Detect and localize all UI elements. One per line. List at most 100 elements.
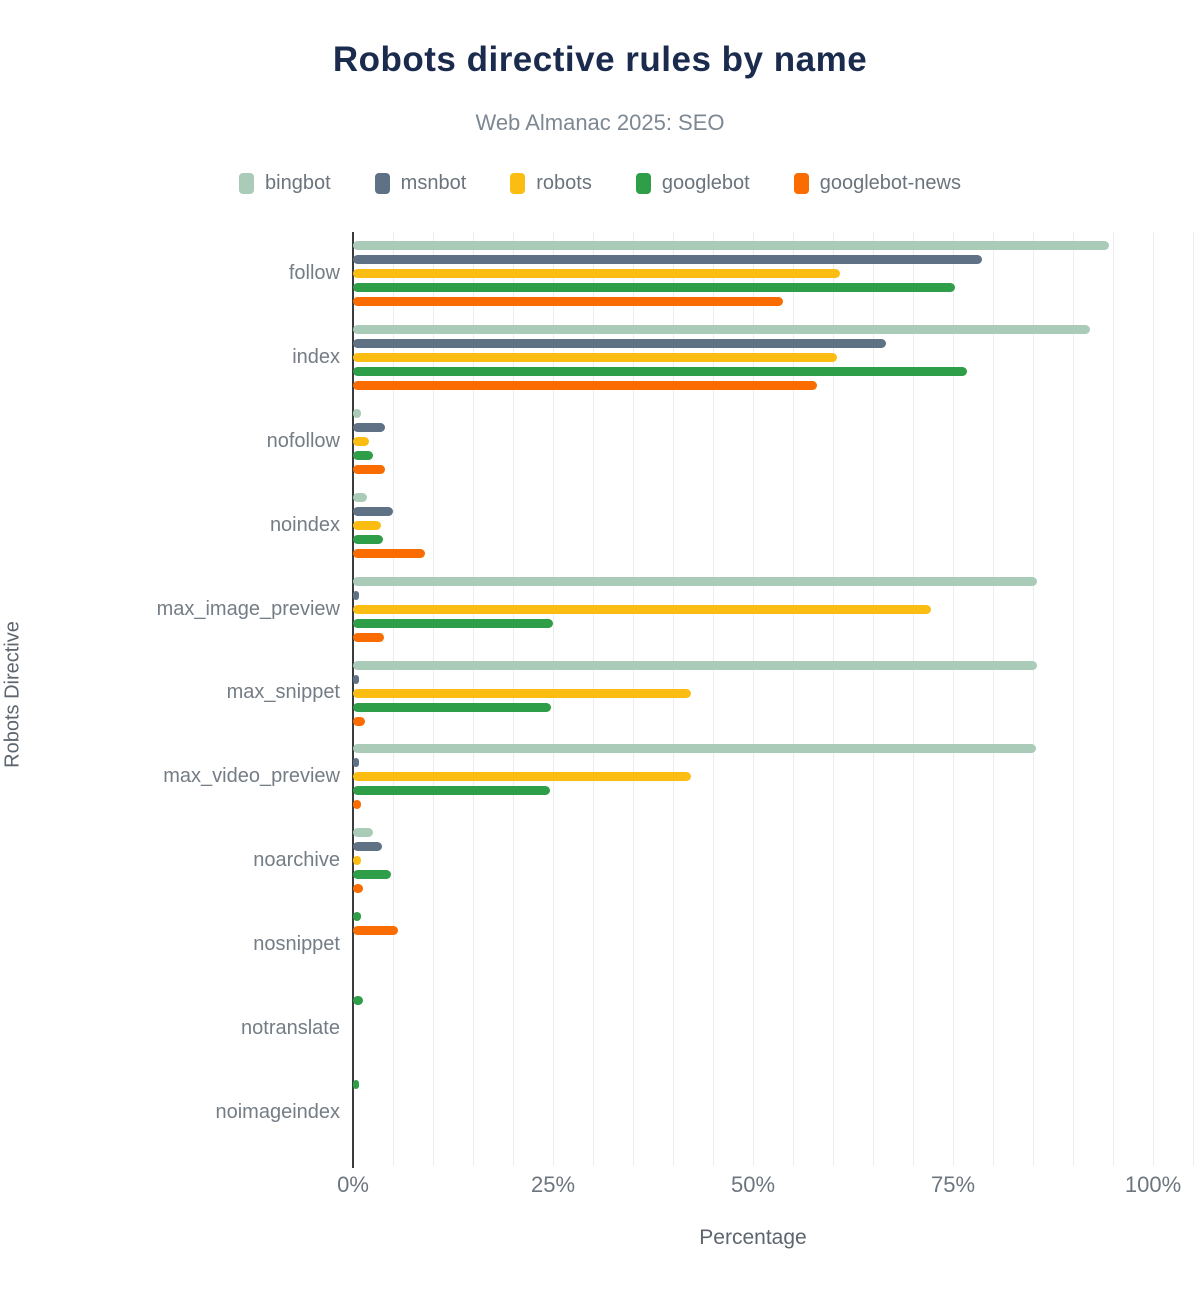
bar-noindex-googlebot-news: [353, 548, 425, 558]
x-tick-0: 0%: [337, 1172, 369, 1197]
bar-noindex-msnbot: [353, 506, 393, 516]
gridline-30pct: [593, 232, 594, 1166]
bar-max_video_preview-googlebot: [353, 786, 550, 796]
legend: bingbot msnbot robots googlebot googlebot-ne…: [0, 172, 1200, 195]
legend-label-googlebot: googlebot: [661, 172, 750, 194]
legend-item-msnbot[interactable]: msnbot: [374, 172, 466, 195]
bar-max_snippet-googlebot: [353, 702, 552, 712]
bar-group-noimageindex: [353, 1079, 1195, 1094]
bar-max_video_preview-googlebot-news: [353, 800, 361, 810]
bar-nofollow-googlebot-news: [353, 465, 385, 475]
bar-follow-googlebot-news: [353, 297, 784, 307]
bar-group-noindex: [353, 492, 1195, 563]
legend-swatch-robots: [510, 173, 526, 194]
bar-noarchive-googlebot-news: [353, 884, 364, 894]
bar-group-nofollow: [353, 409, 1195, 479]
category-label-max_image_preview: max_image_preview: [156, 597, 340, 620]
bar-nosnippet-googlebot: [353, 911, 361, 921]
legend-label-robots: robots: [536, 172, 592, 194]
bar-noindex-googlebot: [353, 534, 384, 544]
bar-index-googlebot-news: [353, 381, 817, 391]
bar-max_video_preview-msnbot: [353, 758, 359, 768]
gridline-100pct: [1153, 232, 1154, 1166]
gridline-95pct: [1113, 232, 1114, 1166]
legend-swatch-googlebot-news: [793, 173, 809, 194]
plot-area: [352, 232, 1195, 1168]
bar-nosnippet-googlebot-news: [353, 925, 398, 935]
category-label-notranslate: notranslate: [241, 1016, 340, 1039]
bar-follow-msnbot: [353, 255, 982, 265]
y-axis-line: [352, 232, 354, 1168]
bar-group-index: [353, 325, 1195, 395]
bar-max_snippet-bingbot: [353, 660, 1037, 670]
bar-noarchive-msnbot: [353, 842, 382, 852]
gridline-75pct: [953, 232, 954, 1166]
category-label-follow: follow: [288, 262, 340, 285]
legend-item-googlebot-news[interactable]: googlebot-news: [793, 172, 961, 195]
x-axis-title: Percentage: [699, 1226, 807, 1249]
bar-noarchive-robots: [353, 856, 361, 866]
x-tick-50: 50%: [730, 1172, 776, 1197]
bar-follow-bingbot: [353, 241, 1109, 251]
category-label-noimageindex: noimageindex: [215, 1100, 340, 1123]
category-label-nofollow: nofollow: [266, 430, 340, 453]
category-label-index: index: [292, 346, 340, 369]
gridline-20pct: [513, 232, 514, 1166]
gridline-45pct: [713, 232, 714, 1166]
gridline-60pct: [833, 232, 834, 1166]
bar-nofollow-googlebot: [353, 451, 373, 461]
gridline-40pct: [673, 232, 674, 1166]
bar-index-googlebot: [353, 367, 968, 377]
legend-label-googlebot-news: googlebot-news: [819, 172, 961, 194]
legend-swatch-googlebot: [635, 173, 651, 194]
bar-group-follow: [353, 241, 1195, 311]
bar-group-max_snippet: [353, 660, 1195, 731]
bar-index-robots: [353, 353, 837, 363]
bar-nofollow-robots: [353, 437, 369, 447]
gridline-50pct: [753, 232, 754, 1166]
category-label-nosnippet: nosnippet: [253, 932, 340, 955]
x-tick-75: 75%: [930, 1172, 976, 1197]
gridline-85pct: [1033, 232, 1034, 1166]
bar-group-max_video_preview: [353, 744, 1195, 814]
bar-noarchive-bingbot: [353, 828, 373, 838]
bar-group-notranslate: [353, 995, 1195, 1010]
bar-nofollow-bingbot: [353, 409, 361, 419]
bar-noindex-bingbot: [353, 492, 367, 502]
bar-group-nosnippet: [353, 911, 1195, 940]
legend-item-bingbot[interactable]: bingbot: [239, 172, 331, 195]
chart-title: Robots directive rules by name: [332, 40, 868, 79]
bar-noindex-robots: [353, 520, 381, 530]
gridline-90pct: [1073, 232, 1074, 1166]
bar-notranslate-googlebot: [353, 995, 364, 1005]
bar-max_image_preview-msnbot: [353, 590, 359, 600]
gridline-55pct: [793, 232, 794, 1166]
category-label-noindex: noindex: [269, 513, 340, 536]
bar-noarchive-googlebot: [353, 870, 391, 880]
gridline-25pct: [553, 232, 554, 1166]
x-tick-25: 25%: [530, 1172, 576, 1197]
gridline-70pct: [913, 232, 914, 1166]
bar-max_image_preview-googlebot: [353, 618, 553, 628]
category-label-max_video_preview: max_video_preview: [163, 765, 340, 788]
bar-max_snippet-robots: [353, 688, 692, 698]
x-tick-100: 100%: [1124, 1172, 1182, 1197]
bar-follow-robots: [353, 269, 841, 279]
bar-index-bingbot: [353, 325, 1090, 335]
legend-item-googlebot[interactable]: googlebot: [635, 172, 750, 195]
legend-label-bingbot: bingbot: [265, 172, 331, 194]
bar-max_video_preview-robots: [353, 772, 691, 782]
bar-max_video_preview-bingbot: [353, 744, 1037, 754]
bar-nofollow-msnbot: [353, 423, 385, 433]
category-label-max_snippet: max_snippet: [226, 681, 340, 704]
chart-subtitle: Web Almanac 2025: SEO: [475, 110, 725, 135]
bar-max_image_preview-googlebot-news: [353, 632, 385, 642]
legend-item-robots[interactable]: robots: [510, 172, 592, 195]
bar-index-msnbot: [353, 339, 886, 349]
legend-swatch-bingbot: [239, 173, 255, 194]
gridline-65pct: [873, 232, 874, 1166]
category-label-noarchive: noarchive: [253, 849, 340, 872]
bar-max_image_preview-bingbot: [353, 576, 1037, 586]
legend-swatch-msnbot: [374, 173, 390, 194]
